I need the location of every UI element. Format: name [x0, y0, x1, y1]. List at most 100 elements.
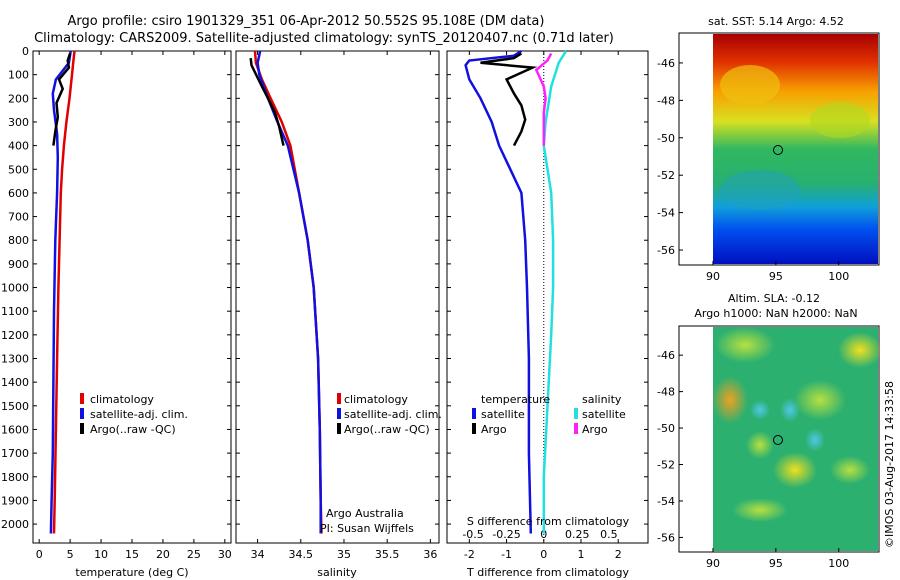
- y-tick-label: 200: [8, 92, 29, 105]
- sst-map-panel: sat. SST: 5.14 Argo: 4.52 90 95 100 -46 -48 -…: [657, 15, 880, 283]
- title-line-2: Climatology: CARS2009. Satellite-adjuste…: [34, 31, 614, 46]
- y-tick-label: 1300: [1, 353, 29, 366]
- argo-location-marker: [773, 145, 783, 155]
- temperature-panel: 0 5 10 15 20 25 300100200300400500600700800900…: [1, 45, 232, 579]
- salinity-footer-1: Argo Australia: [326, 507, 404, 520]
- y-tick-label: 1800: [1, 471, 29, 484]
- salinity-legend-argo: Argo(..raw -QC): [344, 423, 430, 436]
- x-tick-label: 15: [125, 548, 139, 561]
- y-tick-label: 900: [8, 258, 29, 271]
- y-tick-label: 1500: [1, 400, 29, 413]
- map-x-tick-label: 95: [769, 270, 783, 283]
- x-tick-label: 30: [218, 548, 232, 561]
- map-y-tick-label: -52: [657, 169, 675, 182]
- series-line-climatology: [253, 50, 323, 534]
- y-tick-label: 1700: [1, 447, 29, 460]
- map-y-tick-label: -52: [657, 459, 675, 472]
- x-tick-label: -2: [464, 548, 475, 561]
- x-tick-label: 34.5: [289, 548, 314, 561]
- map-y-tick-label: -48: [657, 94, 675, 107]
- salinity-footer-2: PI: Susan Wijffels: [320, 522, 414, 535]
- salinity-legend-satellite: satellite-adj. clim.: [344, 408, 442, 421]
- difference-panel: -2 -1 0 1 2 -0.5 -0.25 0 0.25 0.5 S difference fr…: [446, 49, 649, 579]
- y-tick-label: 1100: [1, 305, 29, 318]
- y-tick-label: 1200: [1, 329, 29, 342]
- map-y-tick-label: -56: [657, 244, 675, 257]
- y-tick-label: 700: [8, 211, 29, 224]
- legend-salinity-argo: Argo: [582, 423, 608, 436]
- x-tick-label: 5: [67, 548, 74, 561]
- salinity-xlabel: salinity: [317, 566, 357, 579]
- y-tick-label: 1000: [1, 282, 29, 295]
- salinity-legend-climatology: climatology: [344, 393, 408, 406]
- y-tick-label: 100: [8, 69, 29, 82]
- map-y-tick-label: -56: [657, 531, 675, 544]
- series-line-satellite-adj-clim-: [256, 50, 322, 534]
- temperature-axes: [32, 50, 232, 544]
- temperature-legend-argo: Argo(..raw -QC): [90, 423, 176, 436]
- series-line-temperature-argo: [480, 52, 538, 147]
- x-tick-label: 36: [423, 548, 437, 561]
- series-line-salinity-satellite: [542, 50, 568, 534]
- x-tick-label: 10: [94, 548, 108, 561]
- argo-location-marker-2: [773, 435, 783, 445]
- imos-credit: ©IMOS 03-Aug-2017 14:33:58: [883, 381, 896, 548]
- s-tick-label: 0: [540, 528, 547, 541]
- map-y-tick-label: -50: [657, 132, 675, 145]
- sla-map-panel: Altim. SLA: -0.12 Argo h1000: NaN h2000:…: [657, 292, 882, 570]
- map-x-tick-label: 90: [706, 270, 720, 283]
- y-tick-label: 800: [8, 234, 29, 247]
- x-tick-label: 35: [337, 548, 351, 561]
- x-tick-label: 25: [187, 548, 201, 561]
- salinity-axes: [235, 50, 440, 544]
- legend-temperature-title: temperature: [481, 393, 550, 406]
- map-x-tick-label: 95: [769, 557, 783, 570]
- x-tick-label: 2: [615, 548, 622, 561]
- difference-axes: [446, 50, 649, 544]
- y-tick-label: 0: [22, 45, 29, 58]
- y-tick-label: 300: [8, 116, 29, 129]
- y-tick-label: 1600: [1, 423, 29, 436]
- x-tick-label: 0: [36, 548, 43, 561]
- s-tick-label: -0.25: [492, 528, 520, 541]
- legend-temperature-argo: Argo: [481, 423, 507, 436]
- series-line-argo-raw-qc-: [52, 52, 72, 146]
- legend-salinity-satellite: satellite: [582, 408, 626, 421]
- y-tick-label: 1400: [1, 376, 29, 389]
- x-tick-label: 1: [578, 548, 585, 561]
- salinity-legend: climatology satellite-adj. clim. Argo(..…: [337, 393, 442, 436]
- s-tick-label: 0.25: [565, 528, 590, 541]
- series-line-temperature-satellite: [464, 49, 533, 534]
- y-tick-label: 500: [8, 163, 29, 176]
- y-tick-label: 1900: [1, 494, 29, 507]
- legend-salinity-title: salinity: [582, 393, 622, 406]
- temperature-legend-climatology: climatology: [90, 393, 154, 406]
- temperature-legend-satellite: satellite-adj. clim.: [90, 408, 188, 421]
- x-tick-label: 34: [251, 548, 265, 561]
- legend-temperature-satellite: satellite: [481, 408, 525, 421]
- difference-top-label: S difference from climatology: [467, 515, 630, 528]
- temperature-legend: climatology satellite-adj. clim. Argo(..…: [80, 393, 188, 436]
- map-y-tick-label: -48: [657, 386, 675, 399]
- map-x-tick-label: 90: [706, 557, 720, 570]
- y-tick-label: 600: [8, 187, 29, 200]
- map-y-tick-label: -50: [657, 422, 675, 435]
- s-tick-label: -0.5: [462, 528, 483, 541]
- s-tick-label: 0.5: [600, 528, 618, 541]
- sst-map-title: sat. SST: 5.14 Argo: 4.52: [708, 15, 844, 28]
- series-line-argo-raw-qc-: [249, 57, 285, 146]
- x-tick-label: 20: [156, 548, 170, 561]
- y-tick-label: 2000: [1, 518, 29, 531]
- map-x-tick-label: 100: [828, 270, 849, 283]
- map-y-tick-label: -46: [657, 57, 675, 70]
- map-y-tick-label: -54: [657, 207, 675, 220]
- map-x-tick-label: 100: [828, 557, 849, 570]
- temperature-xlabel: temperature (deg C): [75, 566, 188, 579]
- series-line-climatology: [52, 50, 76, 534]
- difference-legend: temperature satellite Argo salinity sate…: [472, 393, 626, 436]
- y-tick-label: 400: [8, 140, 29, 153]
- series-line-satellite-adj-clim-: [49, 50, 72, 534]
- x-tick-label: -1: [501, 548, 512, 561]
- title-line-1: Argo profile: csiro 1901329_351 06-Apr-2…: [68, 14, 545, 29]
